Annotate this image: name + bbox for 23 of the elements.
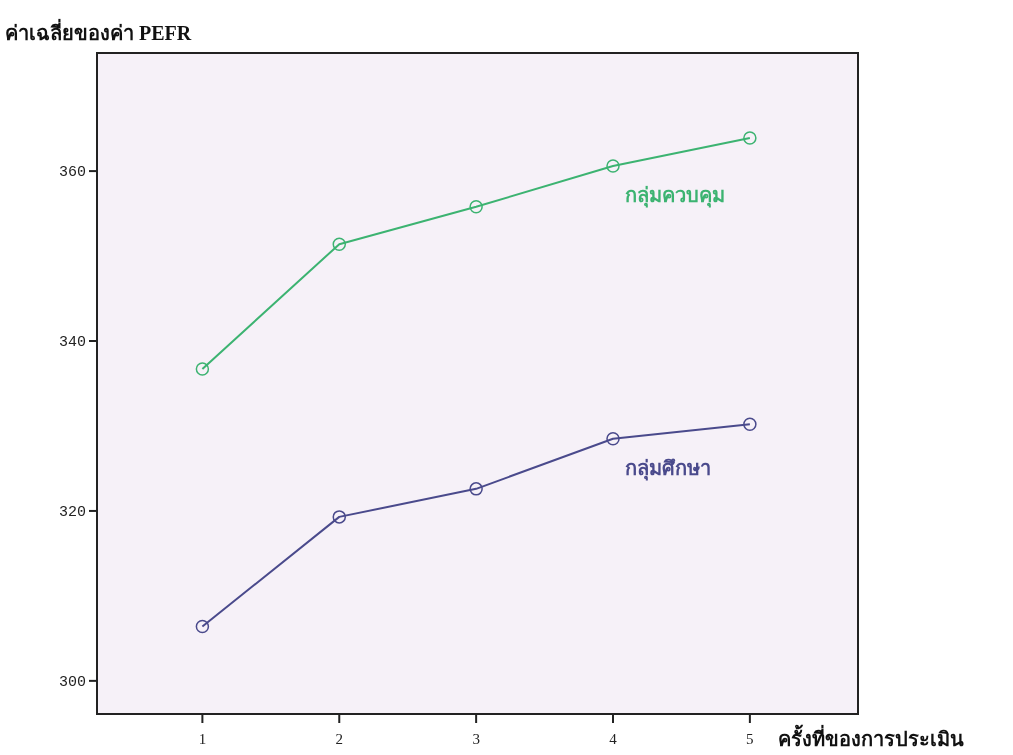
y-tick-label: 360 [58,164,86,182]
point [332,237,347,251]
point [469,482,483,496]
x-tick-label: 1 [198,731,207,747]
point [606,431,620,446]
y-axis-title: ค่าเฉลี่ยของค่า PEFR [5,18,192,44]
x-tick-label: 5 [746,731,754,747]
x-tick-label: 3 [472,731,480,747]
point [332,510,347,524]
x-tick-label: 4 [609,731,618,747]
series-label: กลุ่มควบคุม [625,183,725,208]
y-tick-label: 320 [58,503,86,521]
point [195,362,210,376]
point [743,131,757,145]
x-axis-title: ครั้งที่ของการประเมิน [778,724,964,750]
point [606,159,620,173]
y-tick-label: 300 [58,673,86,691]
series-label: กลุ่มศึกษา [625,455,711,481]
point [743,417,757,432]
x-tick-label: 2 [335,731,344,747]
point [195,619,210,634]
point [469,200,483,214]
y-tick-label: 340 [58,334,86,352]
